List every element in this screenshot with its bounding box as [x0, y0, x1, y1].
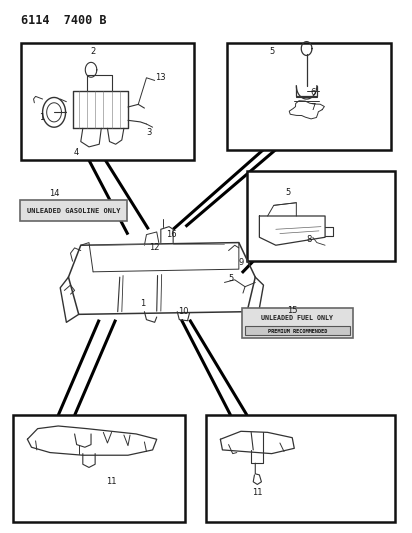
Text: 5: 5 — [269, 47, 274, 55]
Text: 12: 12 — [150, 244, 160, 253]
Text: 16: 16 — [166, 230, 176, 239]
Text: 11: 11 — [106, 478, 117, 486]
Text: 8: 8 — [306, 236, 311, 245]
Text: 1: 1 — [39, 113, 44, 122]
Text: 3: 3 — [146, 128, 151, 137]
Text: 14: 14 — [49, 189, 59, 198]
Bar — [247, 171, 395, 261]
Bar — [13, 415, 185, 522]
Text: UNLEADED GASOLINE ONLY: UNLEADED GASOLINE ONLY — [27, 208, 120, 214]
Text: 13: 13 — [155, 73, 166, 82]
Text: 2: 2 — [91, 47, 96, 55]
Bar — [227, 43, 391, 150]
Text: 7: 7 — [310, 102, 316, 111]
Text: 15: 15 — [287, 305, 297, 314]
Bar — [245, 326, 350, 335]
Text: 5: 5 — [286, 188, 291, 197]
Text: 9: 9 — [238, 258, 243, 266]
Bar — [206, 415, 395, 522]
FancyBboxPatch shape — [242, 309, 353, 338]
Text: 11: 11 — [252, 488, 262, 497]
Text: 6: 6 — [310, 88, 316, 97]
Bar — [21, 43, 194, 160]
Text: UNLEADED FUEL ONLY: UNLEADED FUEL ONLY — [261, 314, 333, 320]
Text: 4: 4 — [74, 148, 79, 157]
Text: 6114  7400 B: 6114 7400 B — [21, 14, 107, 27]
Text: PREMIUM RECOMMENDED: PREMIUM RECOMMENDED — [268, 329, 327, 334]
FancyBboxPatch shape — [20, 200, 127, 221]
Text: 10: 10 — [178, 307, 189, 316]
Text: 5: 5 — [228, 273, 233, 282]
Text: 1: 1 — [140, 299, 145, 308]
